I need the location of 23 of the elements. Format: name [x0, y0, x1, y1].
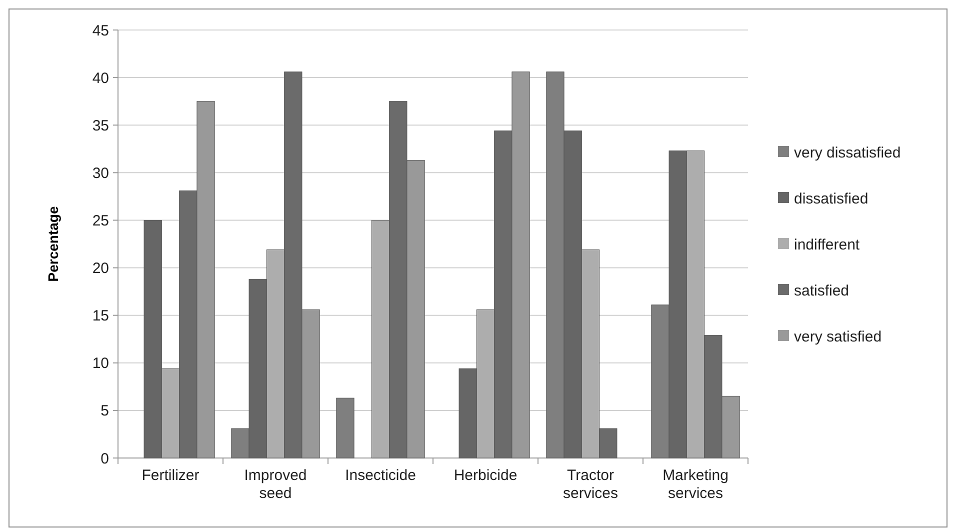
y-tick-label: 20 — [92, 260, 109, 278]
legend-label: dissatisfied — [794, 190, 868, 208]
y-axis-title: Percentage — [45, 206, 61, 282]
legend-label: indifferent — [794, 236, 860, 254]
x-tick-label: Tractor services — [562, 467, 618, 502]
y-tick-label: 40 — [92, 70, 109, 87]
x-tick-label: Improved seed — [244, 467, 307, 502]
y-tick-label: 5 — [100, 402, 109, 420]
legend-label: satisfied — [794, 282, 850, 300]
y-tick-label: 15 — [92, 308, 109, 325]
y-tick-label: 45 — [92, 22, 109, 40]
x-tick-label: Insecticide — [345, 467, 416, 484]
x-tick-label: Fertilizer — [142, 467, 200, 484]
y-tick-label: 35 — [92, 117, 109, 134]
y-tick-label: 25 — [92, 212, 109, 230]
legend-label: very satisfied — [794, 328, 882, 346]
x-tick-label: Marketing services — [662, 467, 728, 502]
y-tick-label: 0 — [100, 450, 109, 468]
bar — [336, 398, 354, 458]
x-tick-label: Herbicide — [454, 467, 518, 484]
y-tick-label: 10 — [92, 355, 109, 372]
y-tick-label: 30 — [92, 164, 109, 182]
legend-label: very dissatisfied — [794, 144, 901, 162]
